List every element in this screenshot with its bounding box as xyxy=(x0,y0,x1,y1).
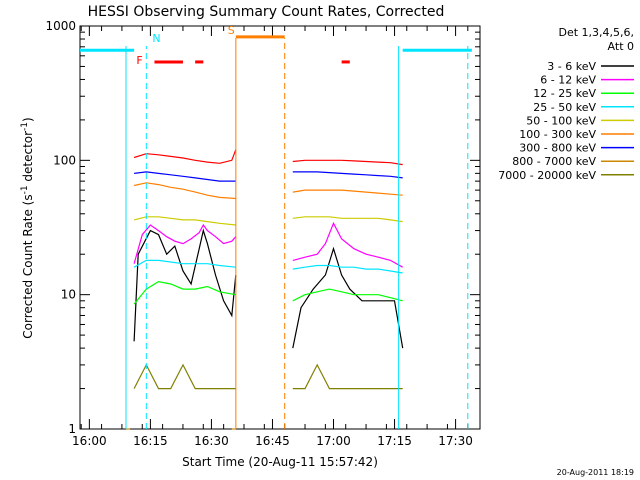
series-line-4 xyxy=(292,216,403,223)
legend-header-line1: Det 1,3,4,5,6, xyxy=(558,26,634,39)
x-tick-label: 17:30 xyxy=(438,434,473,448)
y-label-main: Corrected Count Rate (s xyxy=(21,194,35,338)
series-line-2 xyxy=(292,288,403,302)
legend-entry: 300 - 800 keV xyxy=(519,142,596,155)
legend-entry: 6 - 12 keV xyxy=(540,74,596,87)
series-line-8 xyxy=(133,363,236,390)
legend-entry: 7000 - 20000 keV xyxy=(498,169,596,182)
plot-frame xyxy=(79,25,481,430)
series-line-3 xyxy=(292,264,403,274)
x-axis: 16:00 16:15 16:30 16:45 17:00 17:15 17:30 xyxy=(72,26,473,448)
series-layer xyxy=(126,149,404,430)
series-line-2 xyxy=(133,280,236,305)
legend-entry: 12 - 25 keV xyxy=(533,87,596,100)
series-line-6 xyxy=(292,171,403,179)
series-line-5 xyxy=(292,189,403,196)
y-axis: 1 10 100 1000 xyxy=(45,19,480,436)
y-label-sup2: -1 xyxy=(20,122,30,131)
flag-label: S xyxy=(228,24,235,37)
y-label-mid: detector xyxy=(21,131,35,186)
series-line-0 xyxy=(292,246,404,349)
legend-entry: 3 - 6 keV xyxy=(547,60,596,73)
legend-entry: 100 - 300 keV xyxy=(519,128,596,141)
x-tick-label: 16:30 xyxy=(194,434,229,448)
y-tick-label: 1 xyxy=(68,422,76,436)
series-line-3 xyxy=(133,259,236,268)
x-tick-label: 17:15 xyxy=(377,434,412,448)
series-line-6 xyxy=(134,171,236,182)
x-tick-label: 16:15 xyxy=(133,434,168,448)
series-line-1 xyxy=(133,223,237,264)
annotation-layer: NF S xyxy=(80,24,472,429)
series-line-4 xyxy=(133,216,236,226)
y-label-sup1: -1 xyxy=(20,185,30,194)
y-tick-label: 10 xyxy=(61,288,76,302)
x-tick-label: 16:45 xyxy=(255,434,290,448)
x-tick-label: 16:00 xyxy=(72,434,107,448)
series-line-8 xyxy=(292,363,403,390)
legend-entry: 800 - 7000 keV xyxy=(512,155,596,168)
y-tick-label: 1000 xyxy=(45,19,76,33)
y-label-end: ) xyxy=(21,117,35,122)
y-axis-label: Corrected Count Rate (s-1 detector-1) xyxy=(20,117,35,338)
legend-header-line2: Att 0 xyxy=(608,40,634,53)
y-tick-label: 100 xyxy=(53,153,76,167)
x-tick-label: 17:00 xyxy=(316,434,351,448)
series-line-0 xyxy=(133,228,237,342)
legend-entry: 25 - 50 keV xyxy=(533,101,596,114)
series-line-top xyxy=(292,159,403,166)
series-line-top xyxy=(133,149,237,164)
series-line-5 xyxy=(133,182,236,200)
legend-entry: 50 - 100 keV xyxy=(526,114,596,127)
x-axis-label: Start Time (20-Aug-11 15:57:42) xyxy=(182,455,378,469)
series-line-1 xyxy=(292,221,403,268)
chart-title: HESSI Observing Summary Count Rates, Cor… xyxy=(88,4,445,20)
flag-label: F xyxy=(136,54,142,67)
flag-label: N xyxy=(152,32,160,45)
timestamp: 20-Aug-2011 18:19 xyxy=(557,468,634,477)
